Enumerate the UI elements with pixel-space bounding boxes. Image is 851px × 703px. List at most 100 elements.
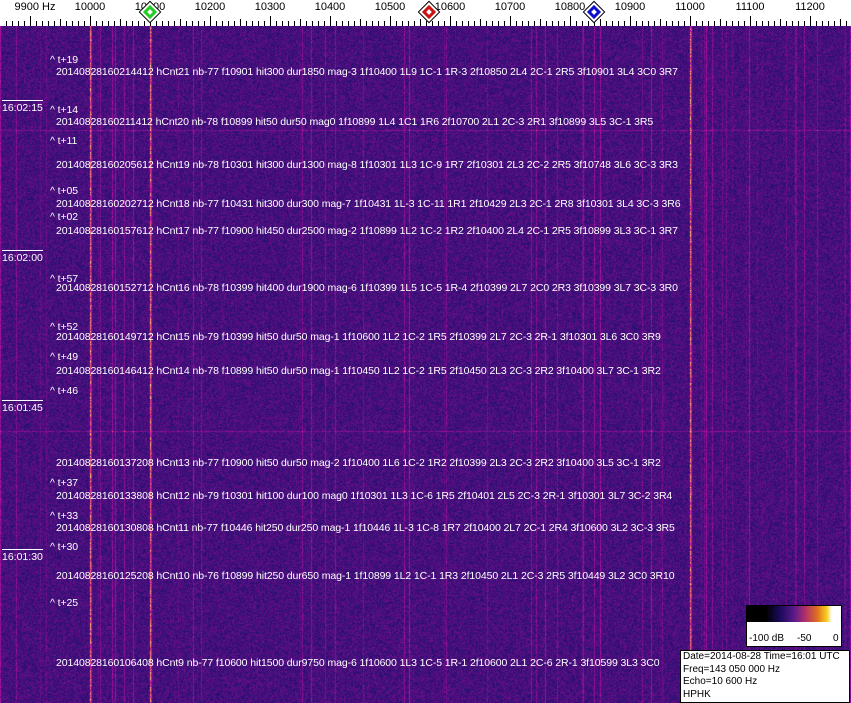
ruler-tick <box>96 21 97 26</box>
ruler-tick <box>222 21 223 26</box>
detection-row: 20140828160133808 hCnt12 nb-79 f10301 hi… <box>56 490 673 502</box>
ruler-tick <box>312 21 313 26</box>
detection-row: 20140828160137208 hCnt13 nb-77 f10900 hi… <box>56 457 661 469</box>
ruler-tick <box>690 16 691 26</box>
ruler-tick <box>642 21 643 26</box>
ruler-tick <box>378 21 379 26</box>
t-marker: ^ t+11 <box>50 135 78 147</box>
ruler-tick-label: 10800 <box>554 1 586 13</box>
ruler-tick-label: 10900 <box>614 1 646 13</box>
axis-unit-label: 9900 Hz <box>14 1 56 13</box>
ruler-tick <box>618 21 619 26</box>
ruler-tick <box>306 21 307 26</box>
ruler-tick <box>264 21 265 26</box>
t-marker: ^ t+46 <box>50 385 78 397</box>
detection-row: 20140828160152712 hCnt16 nb-78 f10399 hi… <box>56 282 678 294</box>
ruler-tick-label: 11000 <box>675 1 705 13</box>
ruler-tick <box>630 16 631 26</box>
ruler-tick <box>228 21 229 26</box>
detection-row: 20140828160202712 hCnt18 nb-77 f10431 hi… <box>56 198 681 210</box>
ruler-tick <box>102 21 103 26</box>
ruler-tick <box>498 21 499 26</box>
time-label: 16:01:30 <box>2 549 43 563</box>
ruler-tick <box>762 21 763 26</box>
detection-row: 20140828160157612 hCnt17 nb-77 f10900 hi… <box>56 225 678 237</box>
ruler-tick <box>42 21 43 26</box>
time-label: 16:02:00 <box>2 250 43 264</box>
ruler-tick <box>660 19 661 26</box>
ruler-tick <box>726 21 727 26</box>
colorbar-legend: -100 dB -50 0 <box>746 605 842 647</box>
waterfall-display[interactable] <box>0 26 851 703</box>
ruler-tick <box>24 21 25 26</box>
ruler-tick <box>210 16 211 26</box>
ruler-tick <box>18 21 19 26</box>
ruler-tick <box>522 21 523 26</box>
ruler-tick <box>744 21 745 26</box>
ruler-tick <box>288 21 289 26</box>
t-marker: ^ t+57 <box>50 273 78 285</box>
info-station: HPHK <box>683 688 711 700</box>
ruler-tick <box>60 19 61 26</box>
ruler-tick <box>366 21 367 26</box>
ruler-tick-label: 11100 <box>735 1 765 13</box>
ruler-tick <box>174 21 175 26</box>
time-label: 16:01:45 <box>2 400 43 414</box>
ruler-tick <box>336 21 337 26</box>
ruler-tick <box>600 19 601 26</box>
detection-row: 20140828160130808 hCnt11 nb-77 f10446 hi… <box>56 522 675 534</box>
ruler-tick <box>252 21 253 26</box>
ruler-tick-label: 10300 <box>254 1 286 13</box>
ruler-tick <box>168 21 169 26</box>
ruler-tick <box>240 19 241 26</box>
ruler-tick <box>66 21 67 26</box>
ruler-tick <box>738 21 739 26</box>
ruler-tick <box>792 21 793 26</box>
ruler-tick <box>330 16 331 26</box>
ruler-tick <box>216 21 217 26</box>
detection-row: 20140828160211412 hCnt20 nb-78 f10899 hi… <box>56 116 654 128</box>
ruler-tick <box>234 21 235 26</box>
ruler-tick <box>672 21 673 26</box>
ruler-tick <box>282 21 283 26</box>
ruler-tick <box>270 16 271 26</box>
ruler-tick <box>648 21 649 26</box>
colorbar-label-min: -100 dB <box>749 633 785 644</box>
ruler-tick <box>702 21 703 26</box>
detection-row: 20140828160146412 hCnt14 nb-78 f10899 hi… <box>56 365 661 377</box>
t-marker: ^ t+33 <box>50 510 78 522</box>
ruler-tick <box>606 21 607 26</box>
ruler-tick <box>324 21 325 26</box>
ruler-tick <box>402 21 403 26</box>
ruler-tick <box>546 21 547 26</box>
ruler-tick <box>810 16 811 26</box>
frequency-ruler[interactable]: 9900 Hz 10000101001020010300104001050010… <box>0 0 851 26</box>
ruler-tick <box>186 21 187 26</box>
ruler-tick-label: 10700 <box>494 1 526 13</box>
ruler-tick <box>684 21 685 26</box>
t-marker: ^ t+05 <box>50 185 78 197</box>
ruler-tick <box>432 21 433 26</box>
t-marker: ^ t+02 <box>50 211 78 223</box>
ruler-tick <box>114 21 115 26</box>
ruler-tick <box>816 21 817 26</box>
ruler-tick <box>120 19 121 26</box>
ruler-tick <box>714 21 715 26</box>
ruler-tick-label: 11200 <box>795 1 825 13</box>
ruler-tick <box>786 21 787 26</box>
t-marker: ^ t+49 <box>50 351 78 363</box>
ruler-tick <box>72 21 73 26</box>
ruler-tick-label: 10200 <box>194 1 226 13</box>
ruler-tick <box>732 21 733 26</box>
ruler-tick <box>666 21 667 26</box>
ruler-tick <box>654 21 655 26</box>
t-marker: ^ t+25 <box>50 597 78 609</box>
detection-row: 20140828160149712 hCnt15 nb-79 f10399 hi… <box>56 331 661 343</box>
ruler-tick <box>408 21 409 26</box>
ruler-tick <box>624 21 625 26</box>
info-box: Date=2014-08-28 Time=16:01 UTC Freq=143 … <box>680 650 850 703</box>
info-date-time: Date=2014-08-28 Time=16:01 UTC <box>683 651 840 662</box>
ruler-tick <box>558 21 559 26</box>
ruler-tick <box>390 16 391 26</box>
ruler-tick <box>462 21 463 26</box>
